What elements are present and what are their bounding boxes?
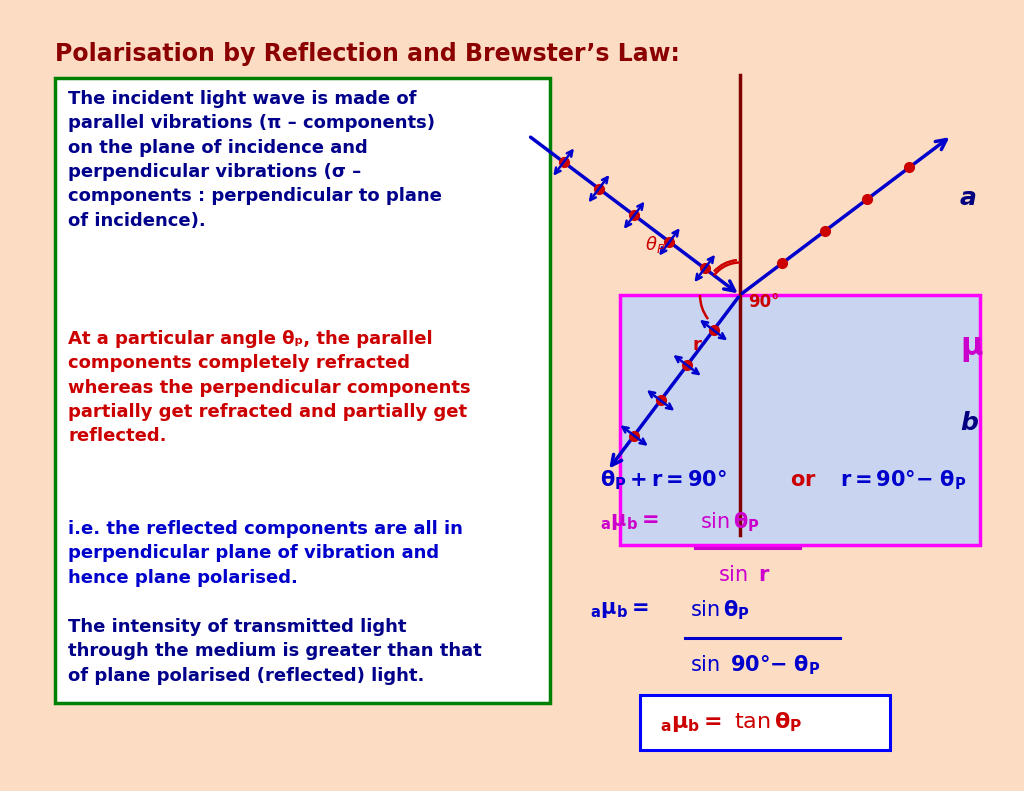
Text: $\bf{_a\mu_b =}$: $\bf{_a\mu_b =}$	[600, 512, 658, 532]
Text: $\bf{\sin\theta_P}$: $\bf{\sin\theta_P}$	[690, 598, 750, 622]
Text: The intensity of transmitted light
through the medium is greater than that
of pl: The intensity of transmitted light throu…	[68, 618, 481, 684]
Text: $\bf{_a\mu_b =\ \tan\theta_P}$: $\bf{_a\mu_b =\ \tan\theta_P}$	[660, 710, 803, 734]
Text: i.e. the reflected components are all in
perpendicular plane of vibration and
he: i.e. the reflected components are all in…	[68, 520, 463, 587]
Text: $\bf{_a\mu_b =}$: $\bf{_a\mu_b =}$	[590, 600, 649, 620]
Text: The incident light wave is made of
parallel vibrations (π – components)
on the p: The incident light wave is made of paral…	[68, 90, 442, 229]
Text: At a particular angle θₚ, the parallel
components completely refracted
whereas t: At a particular angle θₚ, the parallel c…	[68, 330, 471, 445]
Text: 90°: 90°	[748, 293, 779, 311]
Text: $\bf{r = 90°\mathbf{-}\ \theta_P}$: $\bf{r = 90°\mathbf{-}\ \theta_P}$	[840, 468, 967, 492]
Text: b: b	[961, 411, 978, 435]
Text: μ: μ	[961, 333, 982, 362]
Bar	[55, 78, 550, 703]
Text: $\bf{or}$: $\bf{or}$	[790, 470, 816, 490]
Text: $\theta_P$: $\theta_P$	[645, 234, 666, 255]
Text: $\bf{\sin\ r}$: $\bf{\sin\ r}$	[718, 565, 770, 585]
Text: Polarisation by Reflection and Brewster’s Law:: Polarisation by Reflection and Brewster’…	[55, 42, 680, 66]
Bar	[640, 695, 890, 750]
Bar	[620, 295, 980, 545]
Text: $\bf{\sin\ 90°\mathbf{-}\ \theta_P}$: $\bf{\sin\ 90°\mathbf{-}\ \theta_P}$	[690, 653, 820, 677]
Text: $\bf{\sin\theta_P}$: $\bf{\sin\theta_P}$	[700, 510, 760, 534]
Text: a: a	[961, 186, 977, 210]
Text: $\bf{\theta_P + r = 90°}$: $\bf{\theta_P + r = 90°}$	[600, 468, 727, 492]
Text: r: r	[692, 336, 700, 354]
